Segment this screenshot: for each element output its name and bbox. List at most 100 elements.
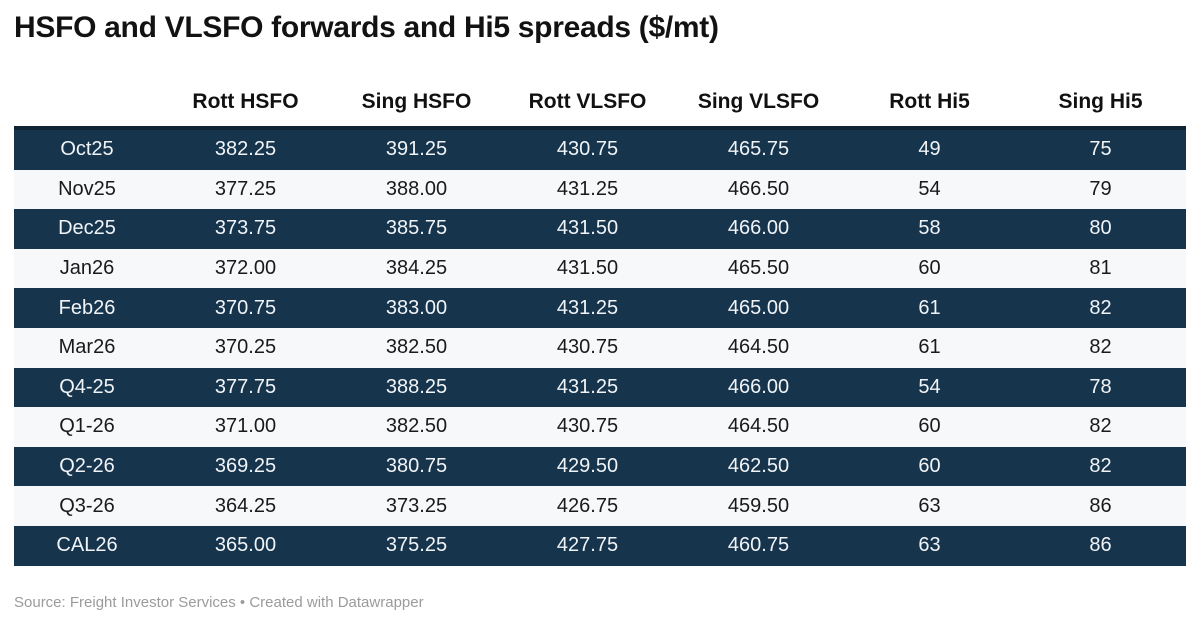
table-cell: 63 <box>918 534 941 557</box>
column-header: Rott VLSFO <box>528 90 647 113</box>
table-cell: 466.50 <box>727 177 790 200</box>
row-label-column-header <box>14 82 160 128</box>
table-cell: 377.25 <box>214 177 277 200</box>
table-cell: 60 <box>918 455 941 478</box>
table-row: Feb26 370.75 383.00 431.25 465.00 61 82 <box>14 288 1186 328</box>
table-cell: 86 <box>1089 534 1112 557</box>
table-cell: 81 <box>1089 257 1112 280</box>
row-label: Nov25 <box>58 177 116 200</box>
row-label: Mar26 <box>58 336 116 359</box>
table-cell: 63 <box>918 494 941 517</box>
row-label: CAL26 <box>56 534 118 557</box>
table-cell: 384.25 <box>385 257 448 280</box>
table-cell: 60 <box>918 415 941 438</box>
table-cell: 375.25 <box>385 534 448 557</box>
table-row: Nov25 377.25 388.00 431.25 466.50 54 79 <box>14 169 1186 210</box>
table-cell: 364.25 <box>214 494 277 517</box>
table-cell: 61 <box>918 296 941 319</box>
table-row: Mar26 370.25 382.50 430.75 464.50 61 82 <box>14 327 1186 368</box>
table-cell: 391.25 <box>385 138 448 161</box>
table-cell: 54 <box>918 177 941 200</box>
table-cell: 82 <box>1089 296 1112 319</box>
table-cell: 382.25 <box>214 138 277 161</box>
table-cell: 465.50 <box>727 257 790 280</box>
table-row: Q4-25 377.75 388.25 431.25 466.00 54 78 <box>14 367 1186 408</box>
table-cell: 82 <box>1089 415 1112 438</box>
source-note: Source: Freight Investor Services • Crea… <box>14 594 424 611</box>
table-cell: 460.75 <box>727 534 790 557</box>
table-row: Q1-26 371.00 382.50 430.75 464.50 60 82 <box>14 407 1186 447</box>
table-cell: 464.50 <box>727 336 790 359</box>
table-cell: 377.75 <box>214 375 277 398</box>
table-cell: 380.75 <box>385 455 448 478</box>
table-row: Q3-26 364.25 373.25 426.75 459.50 63 86 <box>14 486 1186 526</box>
table-row: Q2-26 369.25 380.75 429.50 462.50 60 82 <box>14 446 1186 487</box>
table-cell: 370.25 <box>214 336 277 359</box>
table-cell: 466.00 <box>727 217 790 240</box>
table-cell: 465.75 <box>727 138 790 161</box>
table-cell: 466.00 <box>727 375 790 398</box>
table-cell: 430.75 <box>556 415 619 438</box>
table-cell: 382.50 <box>385 415 448 438</box>
table-cell: 75 <box>1089 138 1112 161</box>
table-cell: 60 <box>918 257 941 280</box>
column-header: Rott Hi5 <box>889 90 970 113</box>
table-row: CAL26 365.00 375.25 427.75 460.75 63 86 <box>14 525 1186 566</box>
table-cell: 78 <box>1089 375 1112 398</box>
table-container: Rott HSFO Sing HSFO Rott VLSFO Sing VLSFO Ro… <box>14 82 1186 566</box>
table-cell: 79 <box>1089 177 1112 200</box>
column-header: Sing VLSFO <box>697 90 820 113</box>
table-cell: 431.50 <box>556 257 619 280</box>
table-cell: 431.25 <box>556 177 619 200</box>
table-cell: 369.25 <box>214 455 277 478</box>
table-cell: 430.75 <box>556 336 619 359</box>
row-label: Q2-26 <box>59 455 115 478</box>
table-cell: 54 <box>918 375 941 398</box>
table-cell: 365.00 <box>214 534 277 557</box>
row-label: Dec25 <box>58 217 116 240</box>
table-cell: 383.00 <box>385 296 448 319</box>
table-cell: 464.50 <box>727 415 790 438</box>
table-cell: 373.75 <box>214 217 277 240</box>
table-row: Dec25 373.75 385.75 431.50 466.00 58 80 <box>14 209 1186 249</box>
table-cell: 431.50 <box>556 217 619 240</box>
table-cell: 462.50 <box>727 455 790 478</box>
row-label: Jan26 <box>59 257 115 280</box>
table-cell: 459.50 <box>727 494 790 517</box>
table-cell: 86 <box>1089 494 1112 517</box>
table-row: Jan26 372.00 384.25 431.50 465.50 60 81 <box>14 248 1186 289</box>
table-cell: 373.25 <box>385 494 448 517</box>
table-cell: 382.50 <box>385 336 448 359</box>
row-label: Q1-26 <box>59 415 115 438</box>
table-cell: 431.25 <box>556 375 619 398</box>
table-cell: 82 <box>1089 455 1112 478</box>
forwards-spreads-table: Rott HSFO Sing HSFO Rott VLSFO Sing VLSFO Ro… <box>14 82 1186 566</box>
table-cell: 430.75 <box>556 138 619 161</box>
column-header: Rott HSFO <box>192 90 299 113</box>
row-label: Oct25 <box>60 138 114 161</box>
table-cell: 431.25 <box>556 296 619 319</box>
table-cell: 49 <box>918 138 941 161</box>
page-title: HSFO and VLSFO forwards and Hi5 spreads … <box>14 11 719 44</box>
table-cell: 388.25 <box>385 375 448 398</box>
row-label: Q3-26 <box>59 494 115 517</box>
table-cell: 388.00 <box>385 177 448 200</box>
header-row: Rott HSFO Sing HSFO Rott VLSFO Sing VLSFO Ro… <box>14 82 1186 128</box>
table-body: Oct25 382.25 391.25 430.75 465.75 49 75 Nov25 37… <box>14 128 1186 566</box>
table-cell: 426.75 <box>556 494 619 517</box>
column-header: Sing Hi5 <box>1058 90 1143 113</box>
table-row: Oct25 382.25 391.25 430.75 465.75 49 75 <box>14 128 1186 170</box>
table-cell: 370.75 <box>214 296 277 319</box>
table-cell: 58 <box>918 217 941 240</box>
table-header: Rott HSFO Sing HSFO Rott VLSFO Sing VLSFO Ro… <box>14 82 1186 128</box>
table-cell: 465.00 <box>727 296 790 319</box>
table-cell: 82 <box>1089 336 1112 359</box>
table-cell: 61 <box>918 336 941 359</box>
table-cell: 80 <box>1089 217 1112 240</box>
table-cell: 372.00 <box>214 257 277 280</box>
table-cell: 429.50 <box>556 455 619 478</box>
row-label: Q4-25 <box>59 375 115 398</box>
table-cell: 427.75 <box>556 534 619 557</box>
table-cell: 385.75 <box>385 217 448 240</box>
